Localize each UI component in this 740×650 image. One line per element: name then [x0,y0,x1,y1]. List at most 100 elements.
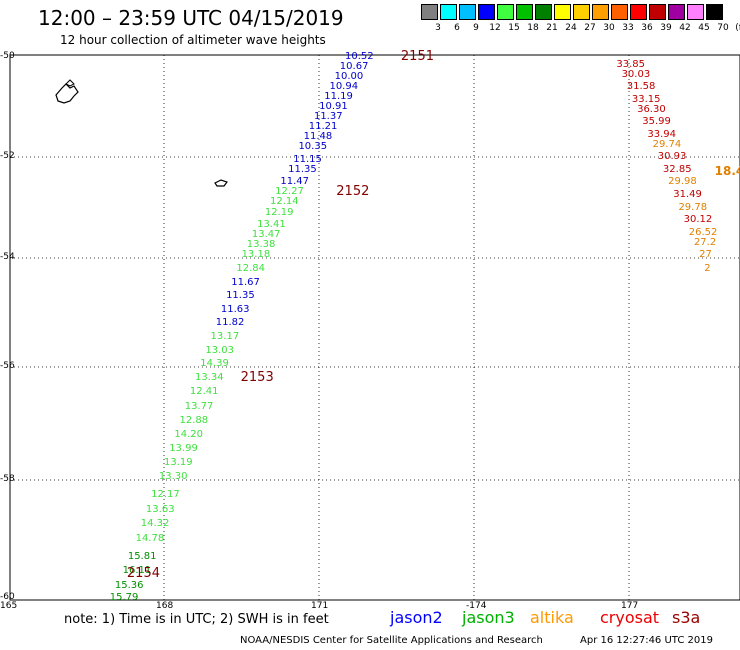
swh-value-label: 26.52 [688,226,718,238]
scale-label: 33 [622,23,634,33]
swh-value-label: 10.52 [344,51,374,62]
scale-label: 70 [717,23,729,33]
swh-value-label: 30.03 [621,68,651,80]
swh-value-label: 13.63 [145,503,175,515]
swh-value-label: 12.41 [189,386,219,398]
lon-tick-label: 177 [621,601,639,611]
swh-value-label: 32.85 [662,163,692,175]
swh-value-label: 15.36 [114,580,144,592]
swh-value-label: 13.41 [257,219,286,231]
swh-value-label: 27.2 [693,236,717,248]
swh-value-label: 13.18 [241,249,271,261]
footnote: note: 1) Time is in UTC; 2) SWH is in fe… [64,612,329,627]
swh-value-label: 13.47 [251,229,281,241]
swh-value-label: 13.38 [246,239,276,251]
swh-value-label: 10.35 [298,141,328,152]
pass-number-label: 2153 [240,370,274,386]
scale-swatch [706,4,723,20]
island-auckland [55,83,79,104]
scale-label: (ft) [735,23,740,33]
scale-swatch [687,4,704,20]
swh-value-label: 33.15 [631,93,661,105]
swh-value-label: 11.48 [303,131,333,142]
swh-value-label: 33.94 [647,128,677,140]
swh-value-label: 12.17 [151,488,180,500]
generation-timestamp: Apr 16 12:27:46 UTC 2019 [580,635,713,646]
scale-label: 3 [435,23,441,33]
swh-value-label: 14.32 [140,518,170,530]
swh-value-label: 11.82 [215,317,245,329]
swh-value-label: 27 [699,249,712,261]
swh-value-label: 33.85 [616,58,646,70]
legend-s3a: s3a [672,608,701,627]
swh-value-label: 12.88 [179,414,209,426]
lat-tick-label: -58 [0,474,15,484]
swh-value-label: 18.4 [714,163,740,178]
swh-value-label: 2 [704,262,711,274]
swh-value-label: 13.99 [169,442,198,454]
swh-value-label: 11.19 [324,91,353,102]
scale-swatch [630,4,647,20]
pass-number-label: 2154 [126,566,160,582]
scale-swatch [440,4,457,20]
scale-label: 18 [527,23,539,33]
swh-value-label: 13.03 [205,344,235,356]
swh-value-label: 13.19 [164,457,193,469]
scale-label: 27 [584,23,596,33]
scale-swatch [573,4,590,20]
swh-value-label: 10.94 [329,81,359,92]
credit-line: NOAA/NESDIS Center for Satellite Applica… [240,635,543,646]
swh-value-label: 30.93 [657,151,687,162]
scale-label: 15 [508,23,520,33]
swh-value-label: 29.78 [678,201,708,213]
scale-label: 12 [489,23,501,33]
lon-tick-label: -174 [466,601,487,611]
swh-value-label: 10.00 [334,71,364,82]
map-subtitle: 12 hour collection of altimeter wave hei… [60,33,326,47]
swh-value-label: 12.19 [264,206,294,218]
swh-value-label: 12.84 [236,262,266,274]
lat-tick-label: -54 [0,252,15,262]
swh-value-label: 10.91 [319,101,348,112]
swh-value-label: 12.14 [270,196,299,208]
grid-lines [10,55,740,600]
swh-value-label: 11.21 [308,121,338,132]
lon-tick-label: 165 [0,601,18,611]
island-auckland-small [65,79,75,87]
legend-jason2: jason2 [390,608,443,627]
swh-value-label: 11.35 [226,290,255,302]
legend-cryosat: cryosat [600,608,660,627]
scale-swatch [611,4,628,20]
swh-value-label: 10.67 [339,61,369,72]
scale-label: 24 [565,23,577,33]
lat-tick-label: -60 [0,592,15,602]
island-campbell [214,179,228,187]
swh-value-label: 31.58 [626,81,656,92]
scale-swatch [592,4,609,20]
swh-value-label: 15.79 [109,592,139,603]
swh-value-label: 35.99 [642,116,671,127]
map-frame [9,54,740,601]
swh-value-label: 11.15 [293,153,322,165]
swh-value-label: 14.39 [200,358,229,370]
map-title: 12:00 – 23:59 UTC 04/15/2019 [38,6,344,30]
lon-tick-label: 171 [311,601,329,611]
scale-swatch [497,4,514,20]
scale-label: 45 [698,23,710,33]
scale-swatch [668,4,685,20]
swh-value-label: 15.81 [127,550,157,562]
swh-value-label: 13.17 [210,331,240,343]
scale-label: 42 [679,23,691,33]
scale-label: 9 [473,23,479,33]
swh-value-label: 11.63 [220,303,250,315]
swh-value-label: 13.34 [195,372,224,384]
scale-label: 39 [660,23,672,33]
swh-value-label: 11.37 [313,111,343,122]
scale-swatch [649,4,666,20]
lon-tick-label: 168 [156,601,174,611]
scale-label: 6 [454,23,460,33]
swh-value-label: 11.47 [280,176,309,188]
scale-swatch [516,4,533,20]
pass-number-label: 2151 [400,49,434,64]
